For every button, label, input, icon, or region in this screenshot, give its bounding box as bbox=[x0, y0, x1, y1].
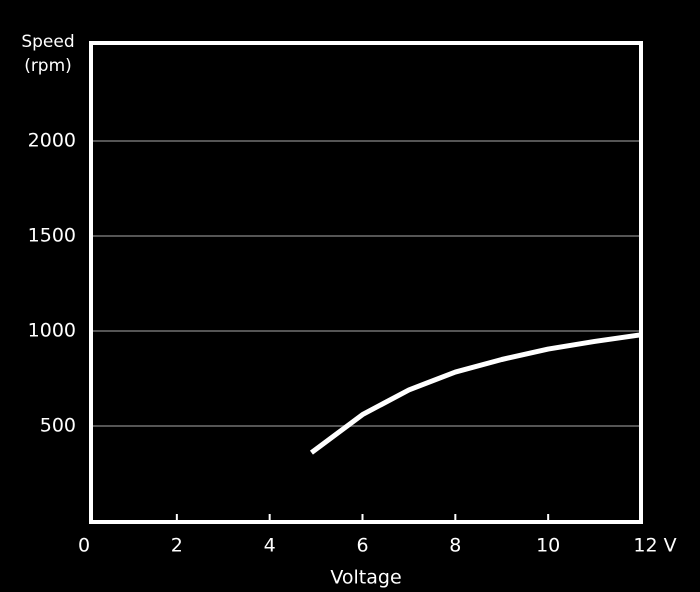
y-tick-label: 2000 bbox=[28, 130, 76, 152]
x-tick-label: 2 bbox=[171, 535, 183, 557]
data-line bbox=[309, 332, 642, 455]
y-tick-label: 1000 bbox=[28, 320, 76, 342]
x-tick-label: 8 bbox=[449, 535, 461, 557]
x-tick-label: 6 bbox=[356, 535, 368, 557]
y-tick-label: 1500 bbox=[28, 225, 76, 247]
x-tick-label: 12 V bbox=[633, 535, 676, 557]
plot-frame bbox=[89, 41, 643, 524]
x-axis-label: Voltage bbox=[330, 567, 401, 589]
x-tick-label: 4 bbox=[264, 535, 276, 557]
y-axis-label: Speed (rpm) bbox=[21, 32, 75, 76]
x-tick-label: 10 bbox=[536, 535, 560, 557]
y-tick-label: 500 bbox=[40, 415, 76, 437]
x-tick-label: 0 bbox=[78, 535, 90, 557]
